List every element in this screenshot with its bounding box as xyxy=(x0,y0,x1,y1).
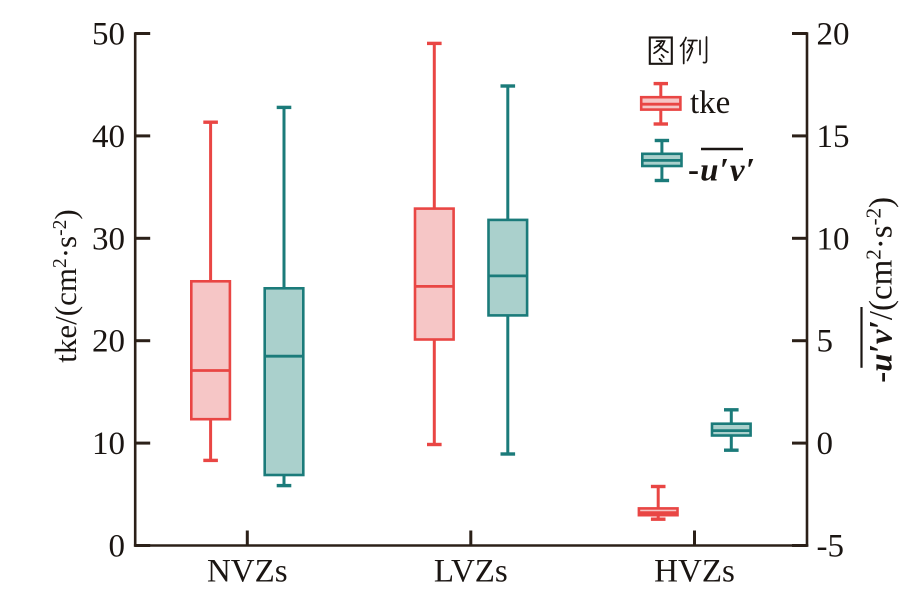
svg-text:tke: tke xyxy=(690,85,730,121)
svg-text:20: 20 xyxy=(92,324,125,360)
svg-text:10: 10 xyxy=(92,426,125,462)
svg-text:10: 10 xyxy=(817,221,850,257)
svg-text:40: 40 xyxy=(92,119,125,155)
svg-text:0: 0 xyxy=(109,529,126,565)
svg-text:LVZs: LVZs xyxy=(434,554,508,590)
svg-text:HVZs: HVZs xyxy=(654,554,735,590)
svg-text:5: 5 xyxy=(817,324,834,360)
svg-text:NVZs: NVZs xyxy=(207,554,288,590)
svg-text:30: 30 xyxy=(92,221,125,257)
svg-text:-5: -5 xyxy=(817,529,845,565)
svg-text:50: 50 xyxy=(92,17,125,53)
svg-text:-u′v′: -u′v′ xyxy=(688,152,756,188)
svg-text:-u′v′/(cm2·s-2): -u′v′/(cm2·s-2) xyxy=(862,197,900,383)
svg-text:15: 15 xyxy=(817,119,850,155)
svg-text:20: 20 xyxy=(817,17,850,53)
svg-text:0: 0 xyxy=(817,426,834,462)
